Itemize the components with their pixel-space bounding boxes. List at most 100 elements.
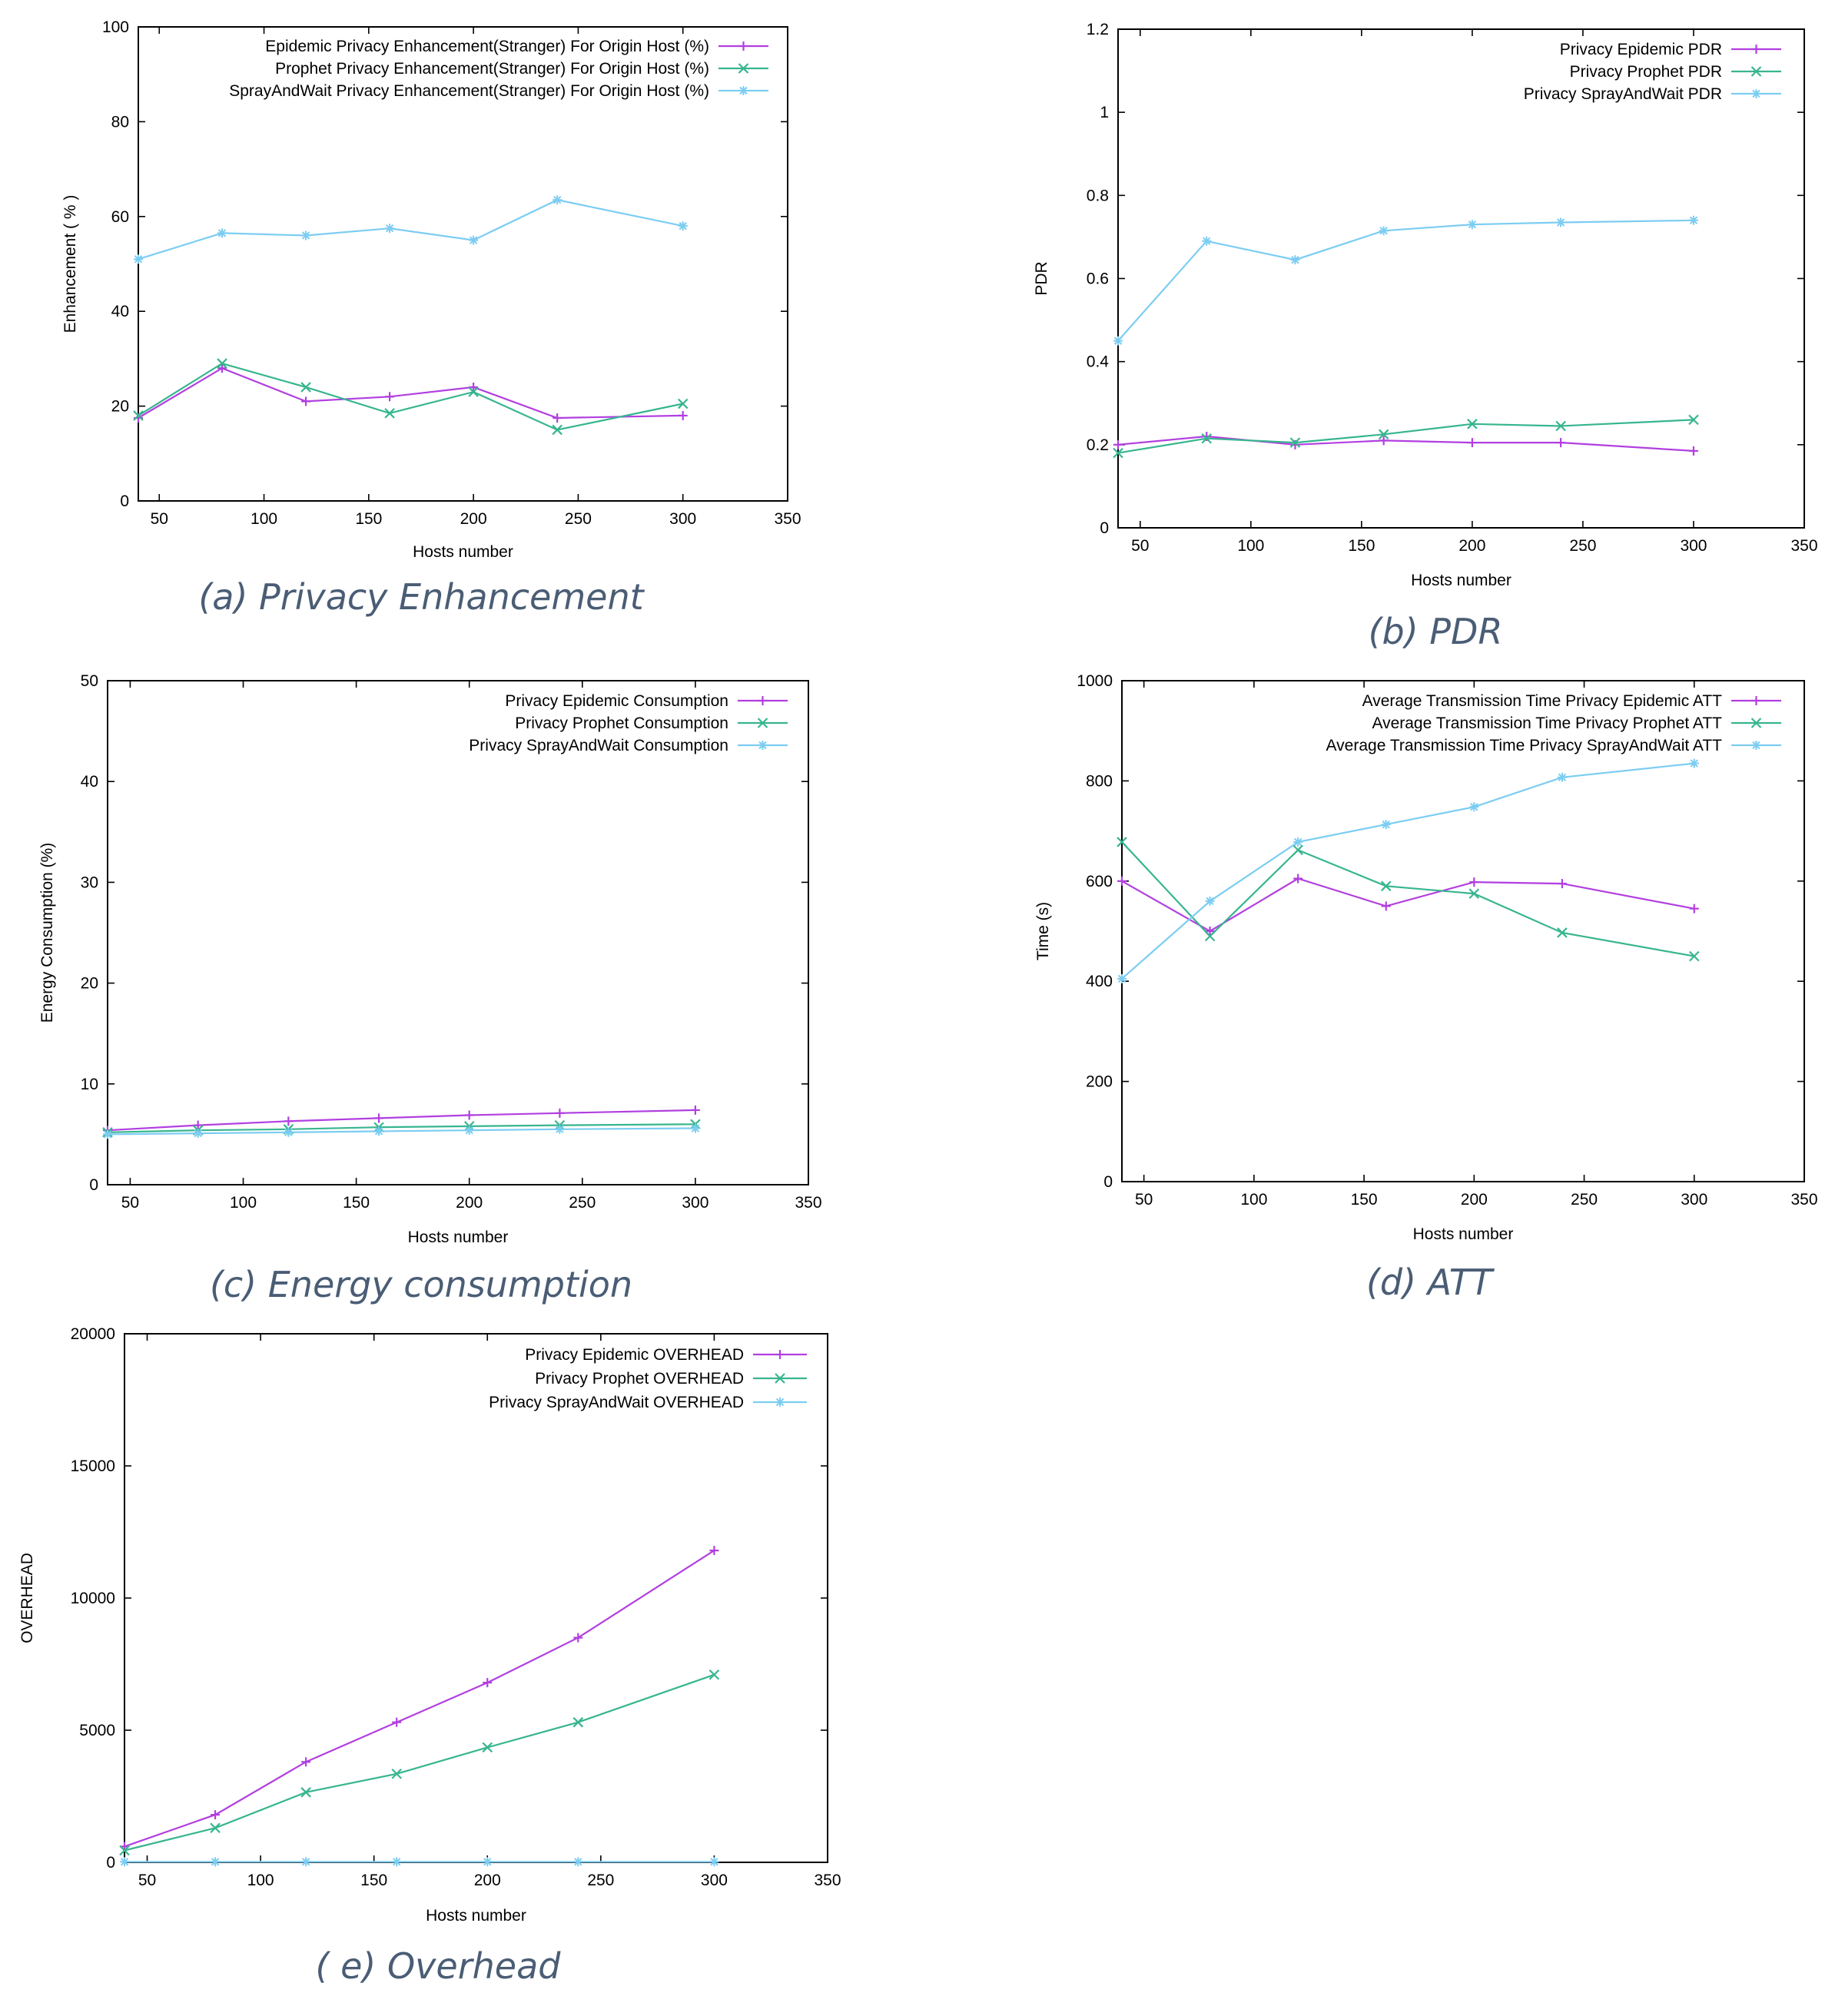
chart-e-series-prophet-point-2-d2 bbox=[300, 1787, 311, 1798]
chart-c-series-spray-point-0 bbox=[103, 1129, 112, 1139]
chart-e-series-epidemic-point-3 bbox=[392, 1717, 402, 1727]
chart-d-series-prophet-point-6 bbox=[1688, 950, 1700, 962]
chart-b-legend-marker-spray-d2 bbox=[1752, 89, 1760, 98]
chart-b-legend-marker-spray bbox=[1751, 89, 1761, 98]
chart-c-series-spray-point-3 bbox=[374, 1126, 384, 1136]
chart-e-legend-marker-spray bbox=[775, 1398, 785, 1407]
chart-e-series-spray-point-6 bbox=[709, 1857, 719, 1867]
chart-d-series-spray-point-3-d2 bbox=[1382, 820, 1390, 829]
chart-d-legend-label-spray: Average Transmission Time Privacy SprayA… bbox=[1326, 737, 1723, 754]
chart-e-series-prophet-point-6 bbox=[708, 1669, 720, 1680]
chart-e-xtick-label-4: 250 bbox=[587, 1872, 614, 1889]
chart-e-series-spray-point-6-d2 bbox=[710, 1858, 718, 1866]
chart-b-series-prophet-point-6 bbox=[1688, 414, 1699, 426]
chart-c-legend-label-prophet: Privacy Prophet Consumption bbox=[515, 715, 728, 732]
chart-c-series-epidemic-point-2 bbox=[284, 1116, 294, 1126]
chart-d-series-prophet bbox=[1117, 837, 1700, 962]
chart-e-legend-marker-spray-d2 bbox=[775, 1398, 785, 1407]
chart-a-series-epidemic-point-4 bbox=[469, 382, 479, 392]
chart-c-legend-label-spray: Privacy SprayAndWait Consumption bbox=[469, 737, 728, 754]
chart-d-series-spray-point-6 bbox=[1689, 758, 1699, 768]
chart-d-caption: (d) ATT bbox=[1366, 1262, 1495, 1303]
chart-b-series-prophet-point-1-d2 bbox=[1201, 433, 1213, 444]
chart-d-ytick-label-3: 600 bbox=[1086, 873, 1113, 890]
chart-a-series-spray-point-6-d2 bbox=[679, 221, 687, 230]
chart-e-xtick-label-6: 350 bbox=[814, 1872, 841, 1889]
chart-d-series-epidemic-point-1 bbox=[1205, 927, 1215, 936]
chart-d-series-spray-point-1-d2 bbox=[1206, 897, 1214, 906]
chart-a-series-prophet-line bbox=[138, 362, 683, 431]
chart-b-series-spray-point-2-d2 bbox=[1291, 255, 1299, 264]
chart-a-series-epidemic-line bbox=[138, 366, 683, 419]
chart-b-series-prophet-point-4 bbox=[1467, 419, 1478, 429]
chart-a-series-spray-point-5 bbox=[553, 195, 562, 205]
chart-e-series-epidemic bbox=[120, 1546, 719, 1852]
chart-e-series-spray-point-4 bbox=[483, 1857, 493, 1867]
chart-d-series-prophet-point-2-d2 bbox=[1292, 844, 1303, 856]
chart-b-xtick-label-6: 350 bbox=[1790, 537, 1817, 555]
chart-e-series-prophet-point-4-d2 bbox=[482, 1742, 493, 1753]
chart-a-xtick-label-2: 150 bbox=[355, 510, 382, 528]
chart-b-legend-marker-prophet-d2 bbox=[1750, 66, 1762, 77]
chart-a-series-prophet-point-0 bbox=[133, 410, 144, 421]
chart-e-ytick-label-4: 20000 bbox=[71, 1325, 115, 1343]
chart-a-series-prophet-point-4-d2 bbox=[468, 386, 479, 397]
chart-a-series-epidemic bbox=[134, 363, 688, 423]
chart-d-series-spray-point-5-d2 bbox=[1558, 773, 1567, 782]
chart-b-series-prophet-point-6-d2 bbox=[1688, 414, 1699, 426]
chart-d-x-axis-label: Hosts number bbox=[1413, 1225, 1514, 1243]
chart-a-series-prophet-point-2-d2 bbox=[300, 382, 311, 393]
chart-e-series-epidemic-point-1 bbox=[211, 1810, 221, 1820]
chart-a-series-prophet-point-0-d2 bbox=[133, 410, 144, 421]
chart-e-series-spray-point-3-d2 bbox=[392, 1858, 401, 1866]
chart-b-series-spray-point-3-d2 bbox=[1379, 227, 1388, 235]
chart-c-series-epidemic-point-3 bbox=[374, 1113, 384, 1123]
chart-b-ytick-label-6: 1.2 bbox=[1087, 21, 1109, 38]
chart-a-series-prophet-point-3-d2 bbox=[384, 408, 395, 419]
chart-b-series-prophet-point-2 bbox=[1289, 437, 1301, 448]
chart-a-legend-label-epidemic: Epidemic Privacy Enhancement(Stranger) F… bbox=[265, 38, 709, 55]
chart-b-series-epidemic bbox=[1113, 432, 1698, 456]
chart-c-plot-frame bbox=[107, 680, 809, 1185]
chart-e-xtick-label-5: 300 bbox=[701, 1872, 728, 1889]
chart-b-series-prophet-point-3 bbox=[1378, 429, 1389, 440]
chart-e-series-prophet-point-3-d2 bbox=[391, 1768, 402, 1779]
chart-e-series-epidemic-point-6 bbox=[709, 1546, 719, 1556]
chart-b-series-prophet-point-0 bbox=[1113, 447, 1123, 459]
chart-b-legend-marker-prophet bbox=[1750, 66, 1762, 77]
chart-a-series-spray-point-0 bbox=[134, 254, 143, 264]
chart-d-series-spray bbox=[1117, 758, 1699, 983]
chart-a-series-spray-point-1 bbox=[217, 228, 227, 238]
chart-e-legend-label-spray: Privacy SprayAndWait OVERHEAD bbox=[489, 1394, 744, 1411]
chart-e-series-prophet-point-2 bbox=[300, 1787, 311, 1798]
chart-c-series-spray-point-4-d2 bbox=[465, 1126, 473, 1135]
chart-d-series-epidemic-line bbox=[1121, 877, 1695, 933]
chart-a-series-prophet bbox=[133, 358, 689, 436]
chart-d-ytick-label-4: 800 bbox=[1086, 772, 1113, 790]
chart-a-series-epidemic-point-6 bbox=[678, 410, 688, 420]
chart-c-xtick-label-3: 200 bbox=[456, 1194, 483, 1212]
chart-a-series-epidemic-point-1 bbox=[217, 363, 227, 373]
chart-e-series-spray-point-5 bbox=[573, 1857, 583, 1867]
chart-a-series-spray-point-2-d2 bbox=[301, 231, 310, 240]
chart-d-series-prophet-point-0 bbox=[1117, 837, 1127, 847]
chart-c-legend-marker-spray-d2 bbox=[758, 741, 767, 750]
chart-d-series-epidemic-point-2 bbox=[1293, 874, 1303, 884]
chart-b-xtick-label-1: 100 bbox=[1237, 537, 1264, 555]
chart-e-series-prophet-point-3 bbox=[391, 1768, 402, 1779]
chart-c-series-spray-point-4 bbox=[464, 1126, 474, 1136]
chart-b-series-prophet-point-5 bbox=[1555, 420, 1566, 432]
chart-b-plot-frame bbox=[1117, 28, 1805, 529]
chart-b-caption: (b) PDR bbox=[1369, 611, 1503, 652]
chart-d-series-prophet-point-5-d2 bbox=[1557, 927, 1568, 938]
chart-d-series-spray-line bbox=[1121, 762, 1694, 980]
chart-a-legend-marker-spray bbox=[738, 86, 748, 95]
chart-a-xtick-label-1: 100 bbox=[251, 510, 277, 528]
chart-e-xtick-label-0: 50 bbox=[138, 1872, 156, 1889]
chart-e-series-epidemic-line bbox=[124, 1550, 715, 1848]
chart-e-series-prophet-point-5 bbox=[572, 1716, 584, 1728]
chart-a-plot-frame bbox=[138, 26, 788, 502]
chart-c-legend-label-epidemic: Privacy Epidemic Consumption bbox=[505, 692, 728, 710]
chart-e-series-spray-point-5-d2 bbox=[574, 1858, 582, 1866]
chart-d-series-prophet-point-2 bbox=[1292, 844, 1303, 856]
